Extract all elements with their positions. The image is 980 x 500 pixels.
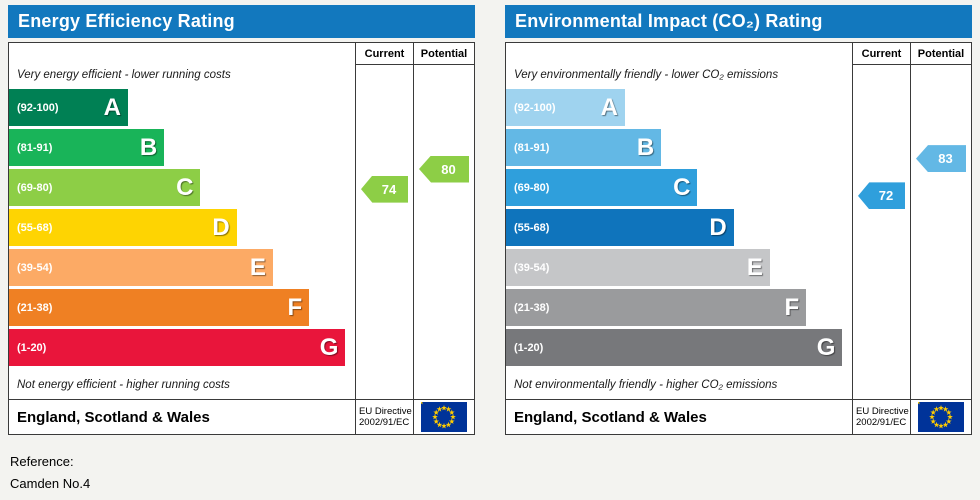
band-bar-f: (21-38) F — [506, 289, 807, 326]
band-letter: G — [319, 333, 339, 361]
rating-charts: Energy Efficiency Rating Current 74 Pote… — [8, 5, 972, 435]
band-letter: B — [139, 133, 158, 161]
band-letter: G — [816, 333, 836, 361]
band-row-e: (39-54) E — [506, 249, 851, 289]
reference-section: Reference: Camden No.4 — [8, 451, 972, 495]
co2-chart-title: Environmental Impact (CO₂) Rating — [505, 5, 972, 38]
eu-flag-cell — [413, 400, 474, 434]
band-range: (39-54) — [514, 261, 550, 274]
band-row-a: (92-100) A — [9, 89, 354, 129]
potential-column: Potential 83 — [910, 43, 971, 399]
energy-chart-body: Current 74 Potential 80 Very energy effi… — [8, 42, 475, 435]
band-bar-d: (55-68) D — [9, 209, 237, 246]
band-row-d: (55-68) D — [9, 209, 354, 249]
top-caption: Very environmentally friendly - lower CO… — [514, 69, 779, 81]
band-row-d: (55-68) D — [506, 209, 851, 249]
band-letter: C — [673, 173, 691, 201]
current-column: Current 74 — [355, 43, 413, 399]
eu-directive-line2: 2002/91/EC — [359, 417, 410, 428]
top-caption: Very energy efficient - lower running co… — [17, 69, 231, 81]
band-range: (92-100) — [514, 101, 556, 114]
band-range: (81-91) — [17, 141, 53, 154]
reference-value: Camden No.4 — [10, 476, 91, 492]
energy-chart-title: Energy Efficiency Rating — [8, 5, 475, 38]
band-row-f: (21-38) F — [506, 289, 851, 329]
region-label: England, Scotland & Wales — [514, 408, 707, 426]
band-bar-g: (1-20) G — [9, 329, 346, 366]
band-bar-g: (1-20) G — [506, 329, 843, 366]
band-letter: B — [636, 133, 655, 161]
region-label: England, Scotland & Wales — [17, 408, 210, 426]
band-letter: C — [176, 173, 194, 201]
band-bar-e: (39-54) E — [9, 249, 273, 286]
band-bar-b: (81-91) B — [9, 129, 165, 166]
chart-footer: England, Scotland & Wales EU Directive 2… — [9, 399, 474, 434]
band-range: (81-91) — [514, 141, 550, 154]
band-row-b: (81-91) B — [9, 129, 354, 169]
band-range: (1-20) — [17, 341, 47, 354]
band-range: (92-100) — [17, 101, 59, 114]
environmental-impact-chart: Environmental Impact (CO₂) Rating Curren… — [505, 5, 972, 435]
band-bar-e: (39-54) E — [506, 249, 770, 286]
eu-directive-label: EU Directive 2002/91/EC — [852, 400, 910, 434]
bottom-caption: Not environmentally friendly - higher CO… — [514, 379, 778, 391]
band-letter: A — [600, 93, 619, 121]
band-range: (39-54) — [17, 261, 53, 274]
band-letter: A — [103, 93, 122, 121]
chart-footer: England, Scotland & Wales EU Directive 2… — [506, 399, 971, 434]
eu-flag-cell — [910, 400, 971, 434]
reference-label: Reference: — [10, 454, 74, 469]
current-column-header: Current — [853, 43, 910, 65]
band-bar-c: (69-80) C — [506, 169, 698, 206]
band-range: (21-38) — [514, 301, 550, 314]
band-bar-f: (21-38) F — [9, 289, 310, 326]
energy-efficiency-chart: Energy Efficiency Rating Current 74 Pote… — [8, 5, 475, 435]
eu-flag-icon — [918, 402, 964, 432]
potential-column: Potential 80 — [413, 43, 474, 399]
current-rating-arrow: 74 — [361, 175, 408, 203]
band-letter: F — [784, 293, 800, 321]
co2-chart-body: Current 72 Potential 83 Very environment… — [505, 42, 972, 435]
potential-rating-arrow: 83 — [916, 145, 966, 173]
potential-rating-arrow: 80 — [419, 155, 469, 183]
band-letter: D — [709, 213, 727, 241]
rating-bands: (92-100) A (81-91) B (69 — [9, 89, 354, 369]
band-row-c: (69-80) C — [506, 169, 851, 209]
band-bar-a: (92-100) A — [9, 89, 129, 126]
band-range: (69-80) — [17, 181, 53, 194]
band-range: (55-68) — [17, 221, 53, 234]
band-letter: F — [287, 293, 303, 321]
band-bar-c: (69-80) C — [9, 169, 201, 206]
potential-column-header: Potential — [414, 43, 474, 65]
eu-directive-line1: EU Directive — [856, 405, 909, 417]
rating-bands: (92-100) A (81-91) B (69 — [506, 89, 851, 369]
band-row-c: (69-80) C — [9, 169, 354, 209]
eu-directive-line2: 2002/91/EC — [856, 417, 907, 428]
band-row-e: (39-54) E — [9, 249, 354, 289]
band-row-g: (1-20) G — [506, 329, 851, 369]
current-column-header: Current — [356, 43, 413, 65]
current-rating-arrow: 72 — [858, 182, 905, 210]
band-letter: D — [212, 213, 230, 241]
potential-column-header: Potential — [911, 43, 971, 65]
band-letter: E — [249, 253, 266, 281]
band-row-b: (81-91) B — [506, 129, 851, 169]
band-row-f: (21-38) F — [9, 289, 354, 329]
band-range: (1-20) — [514, 341, 544, 354]
band-row-a: (92-100) A — [506, 89, 851, 129]
band-row-g: (1-20) G — [9, 329, 354, 369]
eu-directive-label: EU Directive 2002/91/EC — [355, 400, 413, 434]
band-bar-b: (81-91) B — [506, 129, 662, 166]
current-column: Current 72 — [852, 43, 910, 399]
band-bar-a: (92-100) A — [506, 89, 626, 126]
band-letter: E — [746, 253, 763, 281]
band-range: (55-68) — [514, 221, 550, 234]
band-range: (69-80) — [514, 181, 550, 194]
band-bar-d: (55-68) D — [506, 209, 734, 246]
bottom-caption: Not energy efficient - higher running co… — [17, 379, 230, 391]
eu-flag-icon — [421, 402, 467, 432]
band-range: (21-38) — [17, 301, 53, 314]
eu-directive-line1: EU Directive — [359, 405, 412, 417]
